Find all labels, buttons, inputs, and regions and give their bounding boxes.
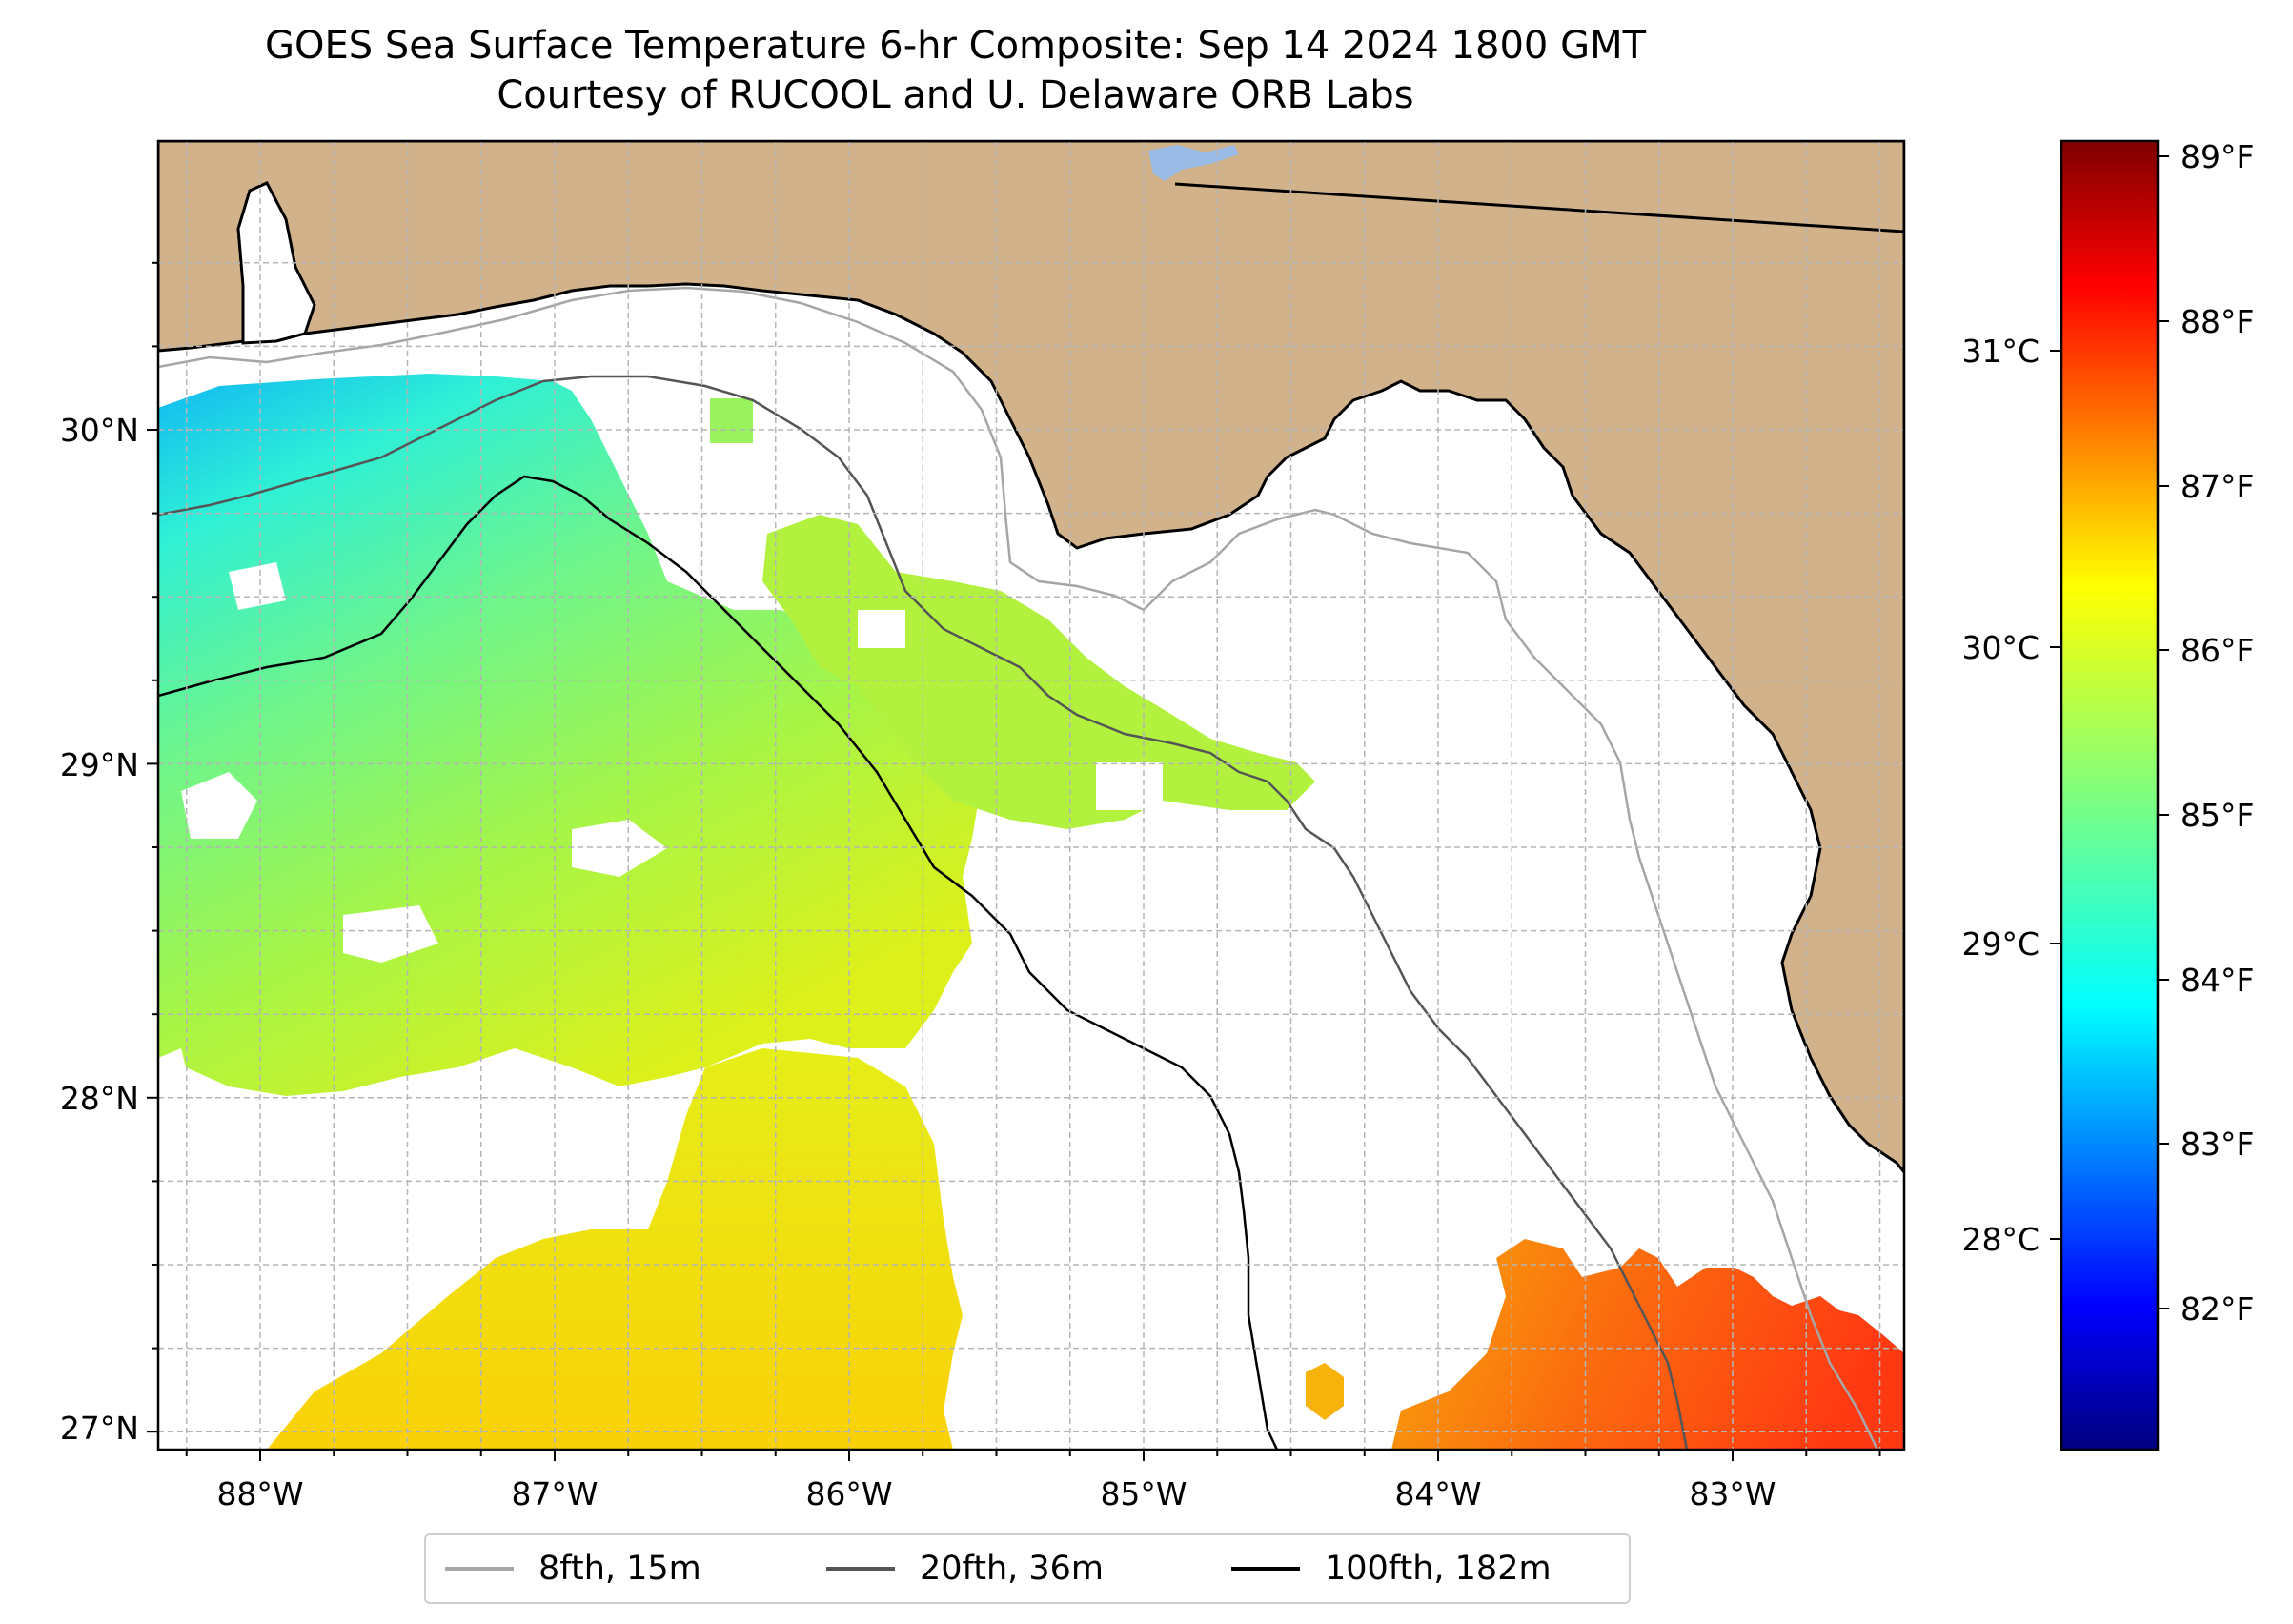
cb-label-31c: 31°C — [1961, 333, 2039, 370]
lon-label-88w: 88°W — [216, 1475, 303, 1512]
legend-item-100fth: 100fth, 182m — [1231, 1535, 1552, 1602]
cb-label-88f: 88°F — [2181, 303, 2254, 340]
land-north — [158, 141, 1904, 1175]
cb-label-87f: 87°F — [2181, 468, 2254, 505]
legend-label-20fth: 20fth, 36m — [920, 1550, 1105, 1588]
sst-patch-south — [267, 1048, 963, 1450]
sst-patch-north — [710, 398, 753, 443]
lat-label-28n: 28°N — [60, 1080, 139, 1117]
cb-label-89f: 89°F — [2181, 138, 2254, 175]
isobath-legend: 8fth, 15m 20fth, 36m 100fth, 182m — [424, 1533, 1631, 1604]
lon-label-85w: 85°W — [1100, 1475, 1187, 1512]
legend-swatch-8fth — [445, 1567, 514, 1571]
lon-label-83w: 83°W — [1689, 1475, 1776, 1512]
legend-swatch-100fth — [1231, 1567, 1300, 1571]
isobath-20fth — [158, 375, 1689, 1450]
sst-patch-east-small — [1306, 1363, 1344, 1420]
lat-axis-labels: 30°N 29°N 28°N 27°N — [60, 412, 139, 1447]
lon-label-84w: 84°W — [1394, 1475, 1481, 1512]
cb-label-29c: 29°C — [1961, 925, 2039, 963]
map-frame — [156, 139, 1906, 1451]
cb-label-86f: 86°F — [2181, 632, 2254, 669]
gridlines — [158, 141, 1904, 1450]
lat-label-29n: 29°N — [60, 746, 139, 783]
cb-label-30c: 30°C — [1961, 629, 2039, 666]
sst-patch-southeast — [1391, 1239, 1904, 1450]
legend-item-20fth: 20fth, 36m — [826, 1535, 1104, 1602]
colorbar-ticks — [2050, 155, 2169, 1309]
isobath-100fth — [158, 475, 1279, 1450]
cb-label-85f: 85°F — [2181, 797, 2254, 834]
map-title: GOES Sea Surface Temperature 6-hr Compos… — [264, 24, 1647, 68]
cb-label-28c: 28°C — [1961, 1221, 2039, 1258]
land — [158, 141, 1904, 1175]
isobath-8fth — [158, 286, 1879, 1450]
map-subtitle: Courtesy of RUCOOL and U. Delaware ORB L… — [497, 73, 1414, 117]
axis-ticks — [147, 261, 1881, 1461]
colorbar-gradient — [2060, 139, 2160, 1451]
lon-label-87w: 87°W — [511, 1475, 598, 1512]
cb-label-83f: 83°F — [2181, 1126, 2254, 1163]
sst-patch-central — [762, 515, 1315, 829]
legend-swatch-20fth — [826, 1567, 895, 1571]
lake — [1148, 145, 1239, 181]
state-border — [1174, 182, 1904, 233]
lon-axis-labels: 88°W 87°W 86°W 85°W 84°W 83°W — [216, 1475, 1776, 1512]
cb-label-82f: 82°F — [2181, 1290, 2254, 1328]
isobaths — [158, 286, 1879, 1450]
colorbar: 31°C 30°C 29°C 28°C 89°F 88°F 87°F 86°F … — [1961, 138, 2254, 1451]
legend-label-100fth: 100fth, 182m — [1325, 1550, 1552, 1588]
lon-label-86w: 86°W — [805, 1475, 892, 1512]
map-area — [158, 141, 1904, 1450]
legend-label-8fth: 8fth, 15m — [538, 1550, 701, 1588]
lat-label-27n: 27°N — [60, 1410, 139, 1447]
cb-label-84f: 84°F — [2181, 962, 2254, 999]
legend-item-8fth: 8fth, 15m — [445, 1535, 701, 1602]
lat-label-30n: 30°N — [60, 412, 139, 449]
